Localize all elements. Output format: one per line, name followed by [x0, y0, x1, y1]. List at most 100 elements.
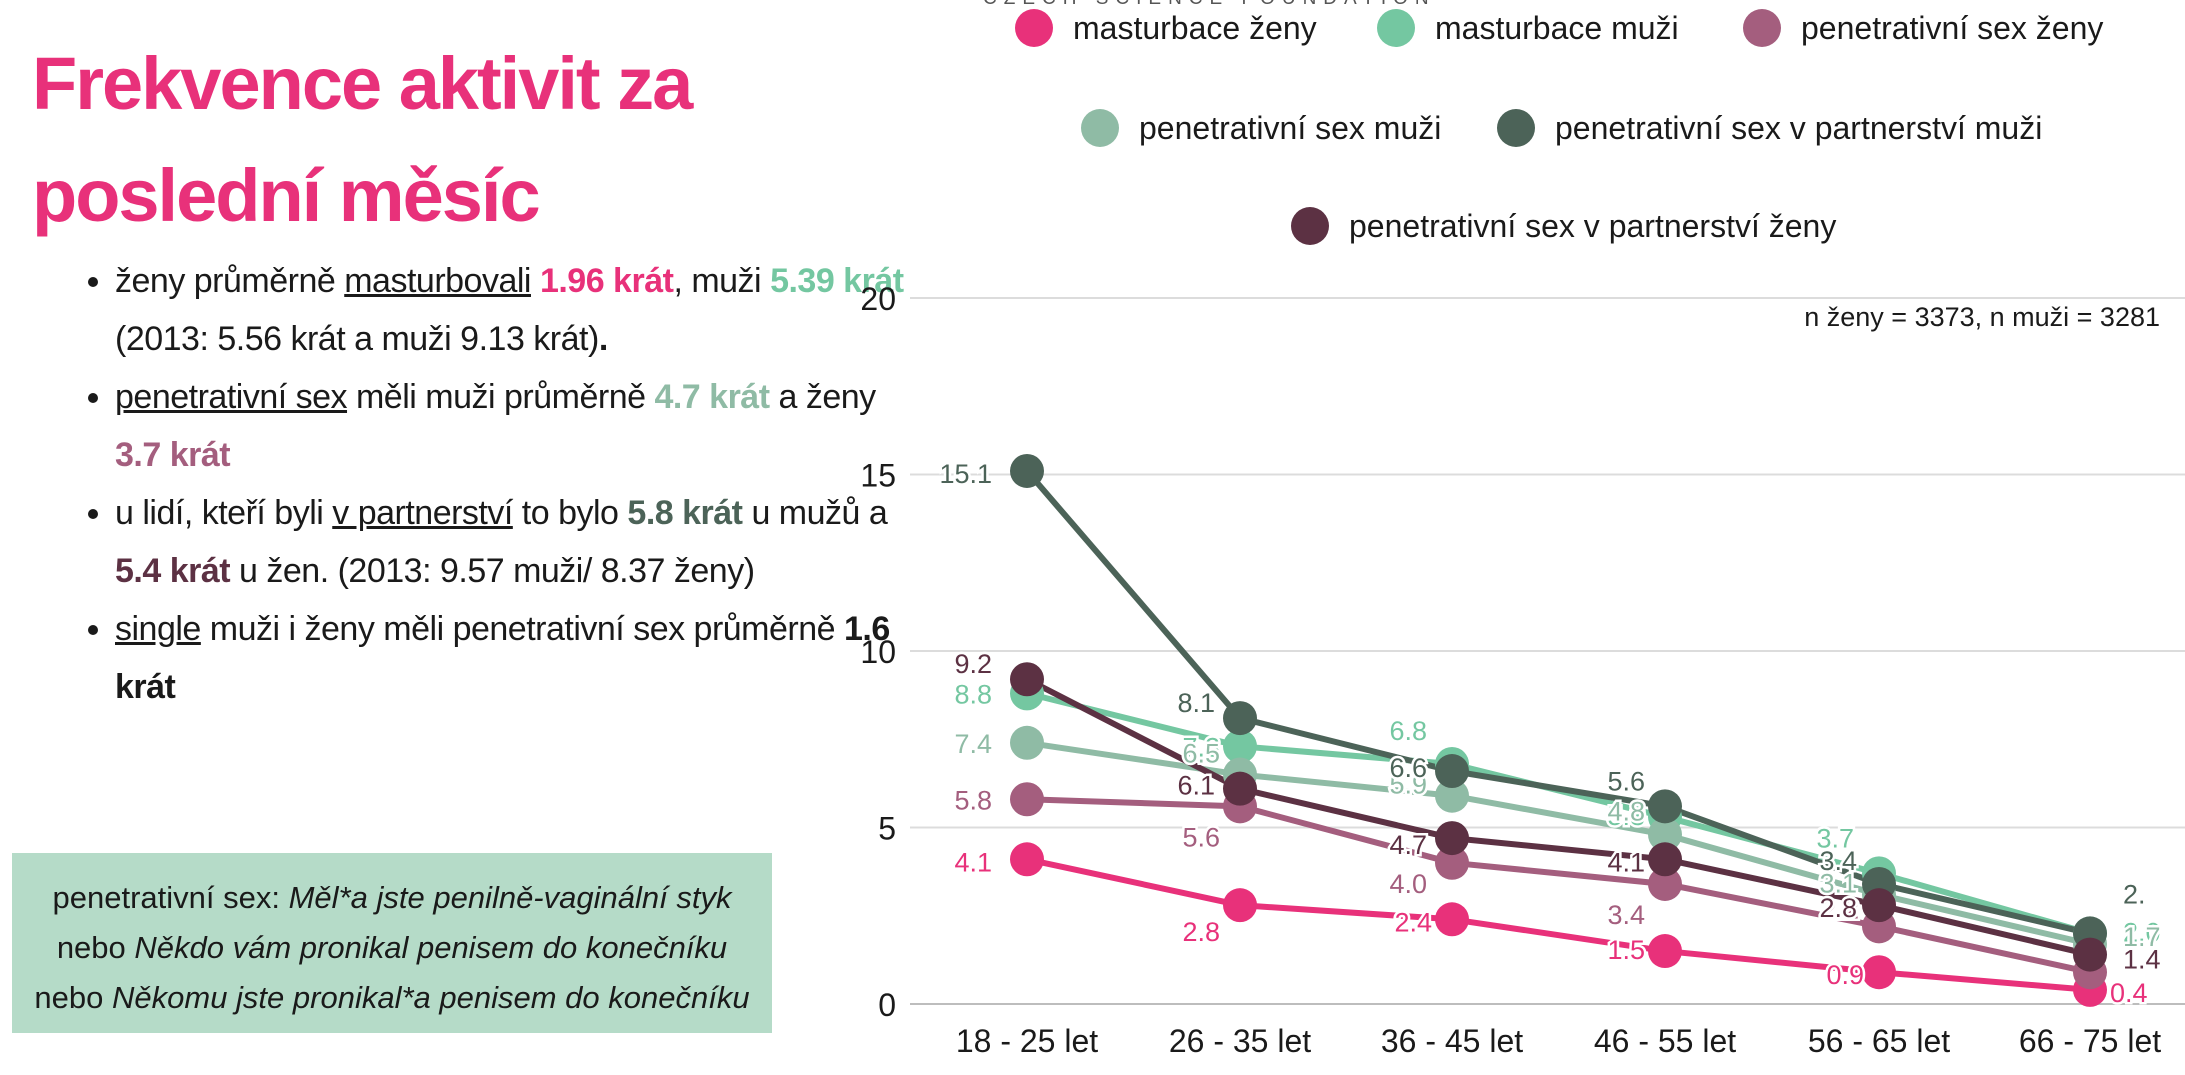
bullet-text: muži i ženy měli penetrativní sex průměr… [200, 610, 845, 648]
data-label: 0.9 [1826, 960, 1864, 990]
value-women-penetrative: 3.7 krát [115, 436, 231, 474]
data-label: 1.5 [1607, 935, 1645, 965]
data-label: 4.0 [1389, 869, 1427, 899]
data-point [1435, 778, 1469, 813]
data-point [2073, 937, 2107, 972]
note-italic: Měl*a jste penilně-vaginální styk [288, 880, 732, 915]
data-point [1648, 866, 1682, 901]
data-point [1010, 453, 1044, 488]
legend-marker [1377, 9, 1415, 47]
bullet-single: single muži i ženy měli penetrativní sex… [115, 600, 905, 716]
data-label: 4.1 [1607, 847, 1645, 877]
value-men-masturbation: 5.39 krát [770, 262, 904, 300]
org-label: CZECH SCIENCE FOUNDATION [983, 0, 1436, 10]
data-label: 5.6 [1607, 766, 1645, 796]
note-italic: Někomu jste pronikal*a penisem do konečn… [112, 980, 750, 1015]
bullet-text: to bylo [512, 494, 628, 532]
x-tick-label: 26 - 35 let [1169, 1023, 1311, 1059]
data-point [1223, 729, 1257, 764]
legend-marker [1743, 9, 1781, 47]
data-point [1435, 845, 1469, 880]
data-label: 8.8 [954, 679, 992, 709]
underlined-term: single [115, 610, 201, 648]
series-line [1024, 796, 2093, 976]
data-label: 1.4 [2123, 945, 2161, 975]
underlined-term: penetrativní sex [115, 378, 348, 416]
data-label: 3.4 [1607, 900, 1645, 930]
data-label: 3.7 [1816, 823, 1854, 853]
x-tick-label: 66 - 75 let [2019, 1023, 2161, 1059]
data-point [1435, 754, 1469, 789]
bullet-text: a ženy [769, 378, 876, 416]
data-label: 4.7 [1389, 830, 1427, 860]
data-label: 6.1 [1177, 771, 1215, 801]
data-label: 4.1 [954, 847, 992, 877]
data-label: 4.8 [1607, 797, 1645, 827]
data-label: 2.2 [1821, 894, 1859, 924]
data-label: 6.6 [1389, 753, 1427, 783]
sample-size-note: n ženy = 3373, n muži = 3281 [1804, 302, 2160, 332]
legend-marker [1291, 207, 1329, 245]
bullet-partnership: u lidí, kteří byli v partnerství to bylo… [115, 484, 905, 600]
x-tick-label: 36 - 45 let [1381, 1023, 1523, 1059]
data-label: 6.8 [1389, 716, 1427, 746]
legend-label: penetrativní sex muži [1139, 110, 1441, 146]
data-label: 5.9 [1389, 770, 1427, 800]
data-label: 3.1 [1819, 869, 1857, 899]
data-point [1010, 842, 1044, 877]
value-single: 1.6 krát [115, 610, 890, 706]
legend-marker [1015, 9, 1053, 47]
legend-label: penetrativní sex v partnerství ženy [1349, 208, 1836, 244]
definition-note: penetrativní sex: Měl*a jste penilně-vag… [12, 853, 772, 1033]
note-text: nebo [56, 930, 135, 965]
data-label: 3.4 [1819, 846, 1857, 876]
series-line [1024, 467, 2093, 937]
x-tick-label: 56 - 65 let [1808, 1023, 1950, 1059]
data-label: 0.4 [2110, 978, 2148, 1008]
data-label: 5.6 [1182, 822, 1220, 852]
value-men-penetrative: 4.7 krát [654, 378, 770, 416]
data-point [1223, 771, 1257, 806]
data-point [1862, 955, 1896, 990]
bullet-masturbation: ženy průměrně masturbovali 1.96 krát, mu… [115, 252, 905, 368]
series-line [1024, 676, 2093, 958]
bullet-text: měli muži průměrně [347, 378, 655, 416]
bullet-text: , muži [673, 262, 771, 300]
data-point [1223, 888, 1257, 923]
bullet-text: u lidí, kteří byli [115, 494, 333, 532]
value-men-partnership: 5.8 krát [627, 494, 743, 532]
y-tick-label: 10 [860, 634, 896, 670]
bullet-text: (2013: 5.56 krát a muži 9.13 krát [115, 320, 588, 358]
data-label: 15.1 [939, 459, 992, 489]
data-label: 2.0 [2123, 917, 2161, 947]
data-point [1010, 782, 1044, 817]
data-point [1435, 821, 1469, 856]
underlined-term: v partnerství [332, 494, 513, 532]
data-label: 9.2 [954, 649, 992, 679]
value-women-masturbation: 1.96 krát [539, 262, 674, 300]
bullet-text: u mužů a [742, 494, 888, 532]
data-label: 8.1 [1177, 688, 1215, 718]
y-tick-label: 20 [860, 281, 896, 317]
data-label: 5.8 [954, 785, 992, 815]
data-label: 7.4 [954, 729, 992, 759]
bullet-text: ) [587, 320, 599, 358]
title-line-2: poslední měsíc [32, 154, 541, 237]
data-point [1010, 725, 1044, 760]
legend-marker [1081, 109, 1119, 147]
data-point [1648, 817, 1682, 852]
note-text: nebo [34, 980, 112, 1015]
data-point [1862, 888, 1896, 923]
data-point [1648, 934, 1682, 969]
data-point [1648, 842, 1682, 877]
data-label: 1.7 [2123, 922, 2161, 952]
bullet-text: u žen. (2013: 9.57 muži/ 8.37 ženy) [230, 552, 755, 590]
series-line [1024, 856, 2093, 993]
bullet-text: . [598, 320, 608, 358]
data-point [1223, 701, 1257, 736]
y-tick-label: 15 [860, 458, 896, 494]
data-point [1435, 902, 1469, 937]
text-panel: Frekvence aktivit za poslední měsíc ženy… [0, 0, 904, 1075]
bullet-penetrative: penetrativní sex měli muži průměrně 4.7 … [115, 368, 905, 484]
note-lead: penetrativní sex: [52, 880, 289, 915]
